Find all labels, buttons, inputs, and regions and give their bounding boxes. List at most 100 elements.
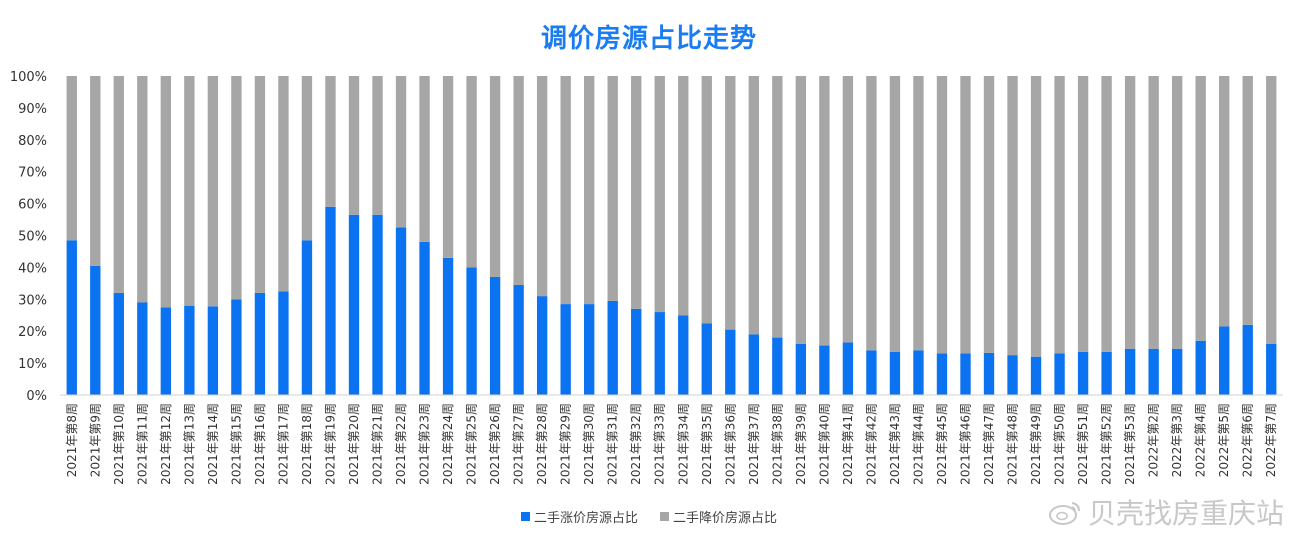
bar-down-11 bbox=[325, 76, 336, 207]
bar-up-6 bbox=[207, 306, 219, 395]
legend-swatch-up bbox=[520, 512, 530, 521]
bar-up-19 bbox=[513, 284, 524, 395]
x-tick-label-30: 2021年第38周 bbox=[770, 403, 784, 485]
bar-up-46 bbox=[1148, 348, 1159, 395]
bar-down-41 bbox=[1030, 76, 1042, 357]
x-tick-label-42: 2021年第50周 bbox=[1053, 403, 1067, 485]
bar-down-2 bbox=[113, 76, 124, 293]
bar-up-7 bbox=[231, 299, 242, 395]
bar-down-35 bbox=[889, 76, 901, 352]
x-tick-label-39: 2021年第47周 bbox=[982, 403, 996, 485]
bar-down-16 bbox=[442, 76, 454, 258]
bar-up-0 bbox=[66, 240, 77, 395]
x-tick-label-24: 2021年第32周 bbox=[629, 403, 643, 485]
x-tick-label-41: 2021年第49周 bbox=[1029, 403, 1043, 485]
x-tick-label-47: 2022年第3周 bbox=[1170, 403, 1184, 477]
bar-down-26 bbox=[678, 76, 689, 316]
x-tick-label-14: 2021年第22周 bbox=[394, 403, 408, 485]
bar-up-47 bbox=[1171, 348, 1183, 395]
y-tick-label-3: 30% bbox=[18, 293, 47, 308]
bar-down-5 bbox=[184, 76, 195, 306]
x-tick-label-23: 2021年第31周 bbox=[606, 403, 620, 485]
x-tick-label-4: 2021年第12周 bbox=[159, 403, 173, 485]
bar-down-43 bbox=[1077, 76, 1089, 352]
x-tick-label-36: 2021年第44周 bbox=[911, 403, 925, 485]
bar-down-21 bbox=[560, 76, 571, 305]
x-tick-label-25: 2021年第33周 bbox=[653, 403, 667, 485]
bar-down-13 bbox=[372, 76, 383, 215]
bar-up-35 bbox=[889, 351, 901, 395]
x-tick-label-10: 2021年第18周 bbox=[300, 403, 314, 485]
bar-up-31 bbox=[795, 343, 807, 395]
legend: 二手涨价房源占比 二手降价房源占比 bbox=[0, 507, 1298, 526]
bar-down-48 bbox=[1195, 76, 1206, 341]
y-tick-label-9: 90% bbox=[18, 102, 47, 117]
x-tick-label-1: 2021年第9周 bbox=[88, 403, 102, 477]
bar-up-49 bbox=[1219, 326, 1230, 395]
x-tick-label-2: 2021年第10周 bbox=[112, 403, 126, 485]
y-tick-label-7: 70% bbox=[18, 166, 47, 181]
y-tick-label-10: 100% bbox=[10, 70, 47, 85]
x-tick-label-21: 2021年第29周 bbox=[559, 403, 573, 485]
x-tick-label-9: 2021年第17周 bbox=[276, 403, 290, 485]
y-tick-label-8: 80% bbox=[18, 134, 47, 149]
legend-item-up[interactable]: 二手涨价房源占比 bbox=[520, 507, 638, 526]
bar-down-39 bbox=[983, 76, 995, 353]
bar-up-41 bbox=[1030, 356, 1042, 395]
chart-title: 调价房源占比走势 bbox=[540, 24, 757, 54]
x-tick-label-37: 2021年第45周 bbox=[935, 403, 949, 485]
x-tick-label-6: 2021年第14周 bbox=[206, 403, 220, 485]
bar-up-38 bbox=[960, 353, 971, 395]
bar-up-4 bbox=[160, 307, 172, 395]
x-tick-label-8: 2021年第16周 bbox=[253, 403, 267, 485]
x-tick-label-17: 2021年第25周 bbox=[465, 403, 479, 485]
bar-up-9 bbox=[278, 291, 289, 395]
bar-down-40 bbox=[1007, 76, 1018, 356]
watermark-text: 贝壳找房重庆站 bbox=[1087, 497, 1284, 530]
y-axis: 0% 10% 20% 30% 40% 50% 60% 70% 80% 90% 100% bbox=[10, 70, 47, 404]
bar-down-22 bbox=[584, 76, 595, 305]
x-tick-label-32: 2021年第40周 bbox=[817, 403, 831, 485]
bar-up-27 bbox=[701, 323, 712, 395]
x-tick-label-27: 2021年第35周 bbox=[700, 403, 714, 485]
bar-up-8 bbox=[254, 292, 266, 395]
bar-up-14 bbox=[395, 227, 407, 395]
x-tick-label-13: 2021年第21周 bbox=[371, 403, 385, 485]
bar-down-1 bbox=[90, 76, 101, 266]
bar-up-30 bbox=[772, 337, 783, 395]
x-tick-label-31: 2021年第39周 bbox=[794, 403, 808, 485]
x-tick-label-5: 2021年第13周 bbox=[182, 403, 196, 485]
bar-up-18 bbox=[489, 276, 501, 395]
bar-down-37 bbox=[936, 76, 948, 354]
bar-down-25 bbox=[654, 76, 665, 313]
bar-down-31 bbox=[795, 76, 807, 344]
x-tick-label-40: 2021年第48周 bbox=[1006, 403, 1020, 485]
bar-down-28 bbox=[725, 76, 736, 330]
bar-up-25 bbox=[654, 312, 665, 395]
bar-up-45 bbox=[1124, 348, 1136, 395]
bar-down-50 bbox=[1242, 76, 1253, 325]
bar-up-51 bbox=[1266, 343, 1277, 395]
x-tick-label-0: 2021年第8周 bbox=[65, 403, 79, 477]
x-tick-label-45: 2021年第53周 bbox=[1123, 403, 1137, 485]
bar-up-21 bbox=[560, 304, 571, 395]
bar-down-6 bbox=[207, 76, 219, 307]
bar-up-23 bbox=[607, 300, 618, 395]
legend-item-down[interactable]: 二手降价房源占比 bbox=[660, 507, 777, 526]
bar-down-7 bbox=[231, 76, 242, 300]
bar-up-34 bbox=[866, 350, 877, 395]
x-tick-label-46: 2022年第2周 bbox=[1147, 403, 1161, 477]
bar-down-32 bbox=[819, 76, 830, 346]
bar-up-40 bbox=[1007, 355, 1018, 396]
bar-down-44 bbox=[1101, 76, 1112, 352]
x-tick-label-51: 2022年第7周 bbox=[1264, 403, 1278, 477]
x-tick-label-29: 2021年第37周 bbox=[747, 403, 761, 485]
x-tick-label-15: 2021年第23周 bbox=[418, 403, 432, 485]
bar-down-24 bbox=[631, 76, 642, 309]
bar-down-47 bbox=[1171, 76, 1183, 349]
bars-group bbox=[66, 76, 1277, 396]
bar-down-14 bbox=[395, 76, 407, 228]
x-tick-label-20: 2021年第28周 bbox=[535, 403, 549, 485]
bar-up-12 bbox=[348, 214, 360, 395]
